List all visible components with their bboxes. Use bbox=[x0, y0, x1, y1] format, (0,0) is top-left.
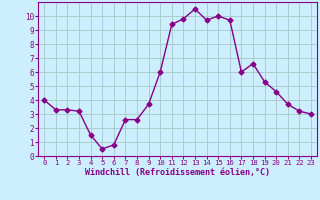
X-axis label: Windchill (Refroidissement éolien,°C): Windchill (Refroidissement éolien,°C) bbox=[85, 168, 270, 177]
